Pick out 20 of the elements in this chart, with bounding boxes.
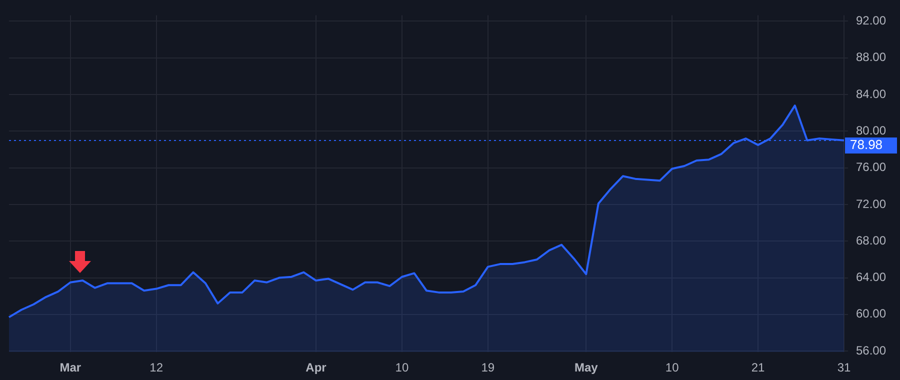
y-tick-label: 88.00 — [856, 50, 886, 64]
y-tick-label: 56.00 — [856, 343, 886, 358]
y-tick-label: 68.00 — [856, 233, 886, 248]
x-tick-label: 31 — [837, 360, 851, 375]
x-tick-label: 10 — [665, 360, 680, 375]
x-tick-label: Apr — [306, 360, 327, 375]
y-tick-label: 64.00 — [856, 270, 886, 284]
y-tick-label: 84.00 — [856, 86, 886, 101]
ref-line-label: 78.98 — [850, 137, 883, 152]
x-tick-label: 10 — [395, 360, 409, 375]
x-tick-label: Mar — [60, 360, 82, 375]
x-tick-label: May — [574, 360, 598, 375]
y-tick-label: 80.00 — [856, 124, 886, 138]
y-tick-label: 76.00 — [856, 160, 886, 174]
y-tick-label: 92.00 — [856, 14, 886, 28]
y-tick-label: 60.00 — [856, 306, 886, 321]
x-tick-label: 12 — [150, 360, 164, 375]
x-tick-label: 21 — [751, 360, 766, 375]
x-tick-label: 19 — [481, 360, 495, 375]
y-tick-label: 72.00 — [856, 196, 886, 211]
